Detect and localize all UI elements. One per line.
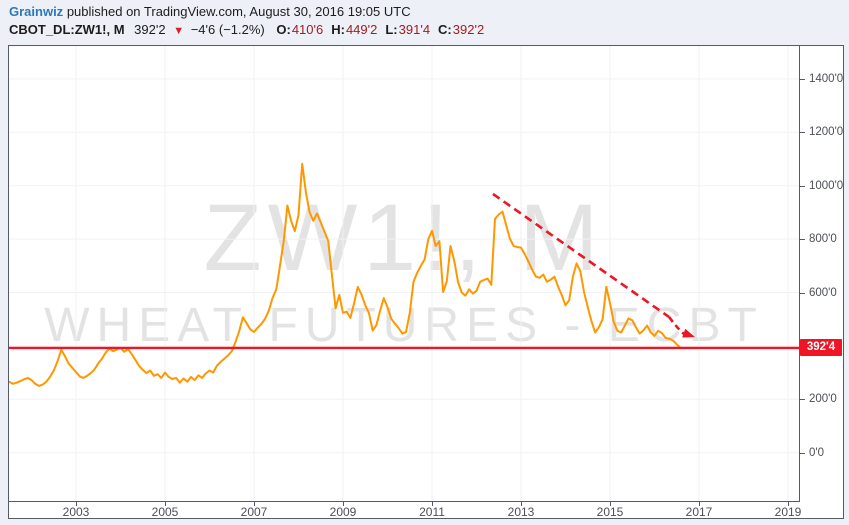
tick-dash <box>788 502 789 506</box>
price-chart-svg[interactable] <box>9 46 799 501</box>
chart-widget: ZW1!, M WHEAT FUTURES - ECBT 1400'0 1200'… <box>8 45 844 519</box>
ohlc-values: O:410'6 H:449'2 L:391'4 C:392'2 <box>268 22 484 37</box>
price-tick-label: 1000'0 <box>809 179 844 192</box>
price-tick-label: 0'0 <box>809 446 824 459</box>
ohlc-label: O: <box>276 22 291 37</box>
tick-dash <box>254 502 255 506</box>
tick-dash <box>699 502 700 506</box>
ohlc-label: H: <box>331 22 345 37</box>
ohlc-value: 392'2 <box>452 22 485 37</box>
year-tick-label: 2015 <box>596 505 624 519</box>
price-tick: 1200'0 <box>800 125 843 139</box>
year-tick-label: 2007 <box>240 505 268 519</box>
plot-area[interactable]: ZW1!, M WHEAT FUTURES - ECBT <box>9 46 800 502</box>
price-change: −4'6 (−1.2%) <box>190 22 265 37</box>
tick-dash <box>800 292 805 294</box>
symbol-name: CBOT_DL:ZW1!, M <box>9 22 125 37</box>
tick-dash <box>521 502 522 506</box>
ohlc-label: L: <box>385 22 398 37</box>
tick-dash <box>800 239 805 241</box>
price-axis[interactable]: 1400'0 1200'0 1000'0 800'0 600'0 200'0 0'0 392'… <box>800 46 843 502</box>
price-tick: 800'0 <box>800 232 843 246</box>
year-tick-label: 2019 <box>774 505 802 519</box>
tick-dash <box>610 502 611 506</box>
price-tick: 200'0 <box>800 392 843 406</box>
price-line-series[interactable] <box>9 162 682 387</box>
watermark-description: WHEAT FUTURES - ECBT <box>44 299 764 352</box>
year-tick-label: 2005 <box>151 505 179 519</box>
ohlc-label: C: <box>438 22 452 37</box>
year-tick-label: 2011 <box>419 505 445 519</box>
ohlc-value: 449'2 <box>345 22 378 37</box>
tick-dash <box>800 185 805 187</box>
publish-header: Grainwiz published on TradingView.com, A… <box>9 4 411 19</box>
ohlc-value: 391'4 <box>398 22 431 37</box>
price-tick-label: 600'0 <box>809 286 837 299</box>
price-tick: 1000'0 <box>800 179 843 193</box>
tick-dash <box>800 452 805 454</box>
tick-dash <box>800 78 805 80</box>
year-tick-label: 2017 <box>685 505 713 519</box>
year-tick-label: 2009 <box>329 505 357 519</box>
tick-dash <box>76 502 77 506</box>
price-tick: 0'0 <box>800 446 843 460</box>
trend-arrow-line[interactable] <box>492 192 670 319</box>
price-tick-label: 800'0 <box>809 233 837 246</box>
price-tick-label: 200'0 <box>809 393 837 406</box>
price-tick-label: 1400'0 <box>809 72 844 85</box>
price-tick: 1400'0 <box>800 72 843 86</box>
author-link[interactable]: Grainwiz <box>9 4 64 19</box>
published-text: published on TradingView.com, August 30,… <box>66 4 411 19</box>
down-triangle-icon: ▼ <box>173 25 185 37</box>
last-price: 392'2 <box>134 22 166 37</box>
year-tick-label: 2003 <box>62 505 90 519</box>
time-axis[interactable]: 2003 2005 2007 2009 2011 2013 2015 2017 2019 <box>9 502 843 519</box>
tick-dash <box>432 502 433 506</box>
tick-dash <box>343 502 344 506</box>
gridlines <box>9 46 799 501</box>
tick-dash <box>165 502 166 506</box>
price-line-label: 392'4 <box>800 339 842 357</box>
ohlc-value: 410'6 <box>291 22 324 37</box>
price-tick-label: 1200'0 <box>809 126 844 139</box>
tick-dash <box>800 132 805 134</box>
year-tick-label: 2013 <box>507 505 535 519</box>
tick-dash <box>800 399 805 401</box>
trend-arrow-head[interactable] <box>682 328 695 338</box>
symbol-legend: CBOT_DL:ZW1!, M 392'2 ▼ −4'6 (−1.2%) O:4… <box>9 22 484 37</box>
price-tick: 600'0 <box>800 286 843 300</box>
